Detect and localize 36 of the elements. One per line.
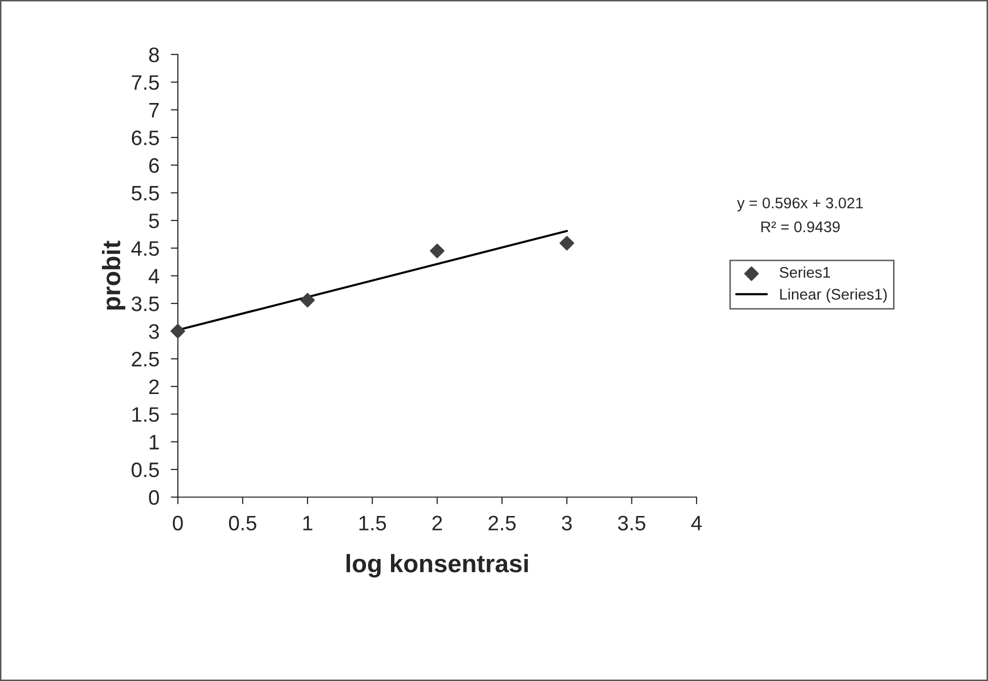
point (430, 244, 444, 258)
y-tick-label: 4.5 (131, 241, 159, 256)
x-tick-label: 2.5 (488, 516, 516, 530)
y-tick-label: 8 (149, 47, 159, 62)
text: y = 0.596x + 3.021 (737, 198, 863, 212)
x-tick-label: 4 (691, 516, 702, 530)
legend-label: Linear (Series1) (780, 288, 887, 303)
y-tick-label: 0 (149, 490, 159, 505)
y-tick-label: 2.5 (132, 352, 159, 367)
x-tick-label: 1.5 (359, 516, 386, 530)
y-tick-label: 2 (149, 379, 159, 394)
text: R² = 0.9439 (761, 221, 840, 232)
y-tick-label: 5 (149, 214, 159, 228)
y-tick-label: 5.5 (132, 186, 159, 201)
y-tick-label: 3 (148, 324, 159, 339)
x-tick-label: 0.5 (229, 516, 256, 530)
y-tick-label: 3.5 (132, 296, 159, 312)
x-tick-label: 2 (432, 516, 442, 530)
point (170, 324, 186, 338)
y-tick-label: 1 (150, 435, 159, 450)
point (560, 236, 574, 250)
point (300, 292, 315, 308)
x-tick-label: 3 (562, 516, 572, 530)
x-tick-label: 1 (303, 516, 312, 530)
y-axis-title: probit (102, 240, 126, 310)
y-tick-label: 7.5 (132, 75, 159, 90)
legend-label: Series1 (780, 266, 830, 278)
y-tick-label: 0.5 (132, 462, 159, 478)
x-axis-title: log konsentrasi (346, 554, 528, 578)
y-tick-label: 4 (148, 269, 160, 284)
x-tick-label: 0 (172, 516, 183, 530)
y-tick-label: 6.5 (132, 130, 159, 146)
y-tick-label: 7 (149, 103, 159, 118)
y-tick-label: 6 (149, 158, 159, 173)
x-tick-label: 3.5 (618, 516, 646, 530)
y-tick-label: 1.5 (132, 407, 159, 422)
